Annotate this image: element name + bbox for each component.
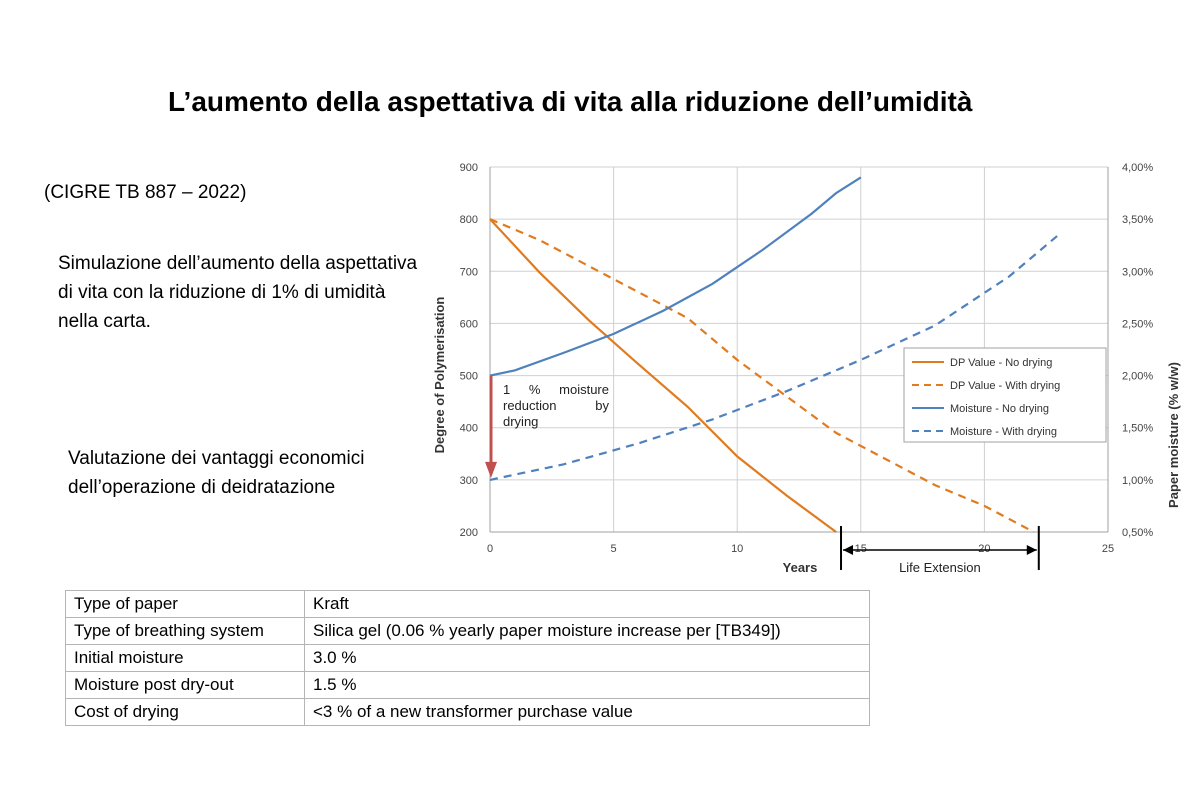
table-row: Type of paper Kraft [65,590,870,618]
table-cell-label: Initial moisture [65,644,305,672]
table-row: Cost of drying <3 % of a new transformer… [65,698,870,726]
life-extension-arrow-left [843,545,854,555]
y-tick-label: 900 [460,162,478,174]
series-line-1 [489,218,1035,533]
table-cell-value: <3 % of a new transformer purchase value [304,698,870,726]
arrow-head [485,461,497,478]
chart-legend: DP Value - No drying DP Value - With dryi… [903,347,1107,443]
y-tick-label: 800 [460,214,478,226]
legend-entry: DP Value - No drying [950,357,1052,369]
moisture-reduction-note: 1 % moisture reduction by drying [503,381,609,429]
table-cell-label: Moisture post dry-out [65,671,305,699]
simulation-description: Simulazione dell’aumento della aspettati… [58,253,418,332]
y2-tick-label: 0,50% [1122,527,1153,539]
table-row: Initial moisture 3.0 % [65,644,870,672]
x-tick-label: 15 [855,543,867,555]
y-tick-label: 400 [460,423,478,435]
y2-tick-label: 4,00% [1122,162,1153,174]
y-tick-label: 600 [460,318,478,330]
legend-entry: Moisture - With drying [950,426,1057,438]
table-row: Moisture post dry-out 1.5 % [65,671,870,699]
y-tick-label: 300 [460,475,478,487]
moisture-reduction-note-box: 1 % moisture reduction by drying [503,381,609,429]
table-cell-label: Type of paper [65,590,305,618]
table-cell-value: 1.5 % [304,671,870,699]
x-tick-label: 10 [731,543,743,555]
legend-box [903,347,1107,443]
x-tick-label: 5 [611,543,617,555]
valuation-description: Valutazione dei vantaggi economici dell’… [68,448,365,498]
y2-tick-label: 3,50% [1122,214,1153,226]
y2-tick-label: 2,50% [1122,318,1153,330]
legend-entry: Moisture - No drying [950,403,1049,415]
table-cell-label: Type of breathing system [65,617,305,645]
table-row: Type of breathing system Silica gel (0.06… [65,617,870,645]
life-extension-label: Life Extension [899,560,981,575]
table-cell-value: Silica gel (0.06 % yearly paper moisture… [304,617,870,645]
series-line-3 [489,233,1060,481]
y2-tick-label: 2,00% [1122,371,1153,383]
chart-annotations: 1 % moisture reduction by drying Life Ext… [485,375,1040,575]
chart-series [489,176,1060,533]
x-tick-label: 20 [978,543,990,555]
y2-tick-label: 3,00% [1122,266,1153,278]
legend-entry: DP Value - With drying [950,380,1060,392]
y2-tick-label: 1,00% [1122,475,1153,487]
source-reference: (CIGRE TB 887 – 2022) [44,182,247,203]
y2-axis-label: Paper moisture (% w/w) [1166,362,1181,508]
table-cell-label: Cost of drying [65,698,305,726]
series-line-0 [489,218,837,533]
y-tick-label: 200 [460,527,478,539]
y2-tick-label: 1,50% [1122,423,1153,435]
series-line-2 [489,176,862,377]
y-tick-label: 500 [460,371,478,383]
life-extension-arrow-right [1026,545,1037,555]
drying-parameters-table: Type of paper Kraft Type of breathing syst… [65,590,870,726]
dp-moisture-chart: 200 0,50%300 1,00%400 1,50%500 2,00%600 2,50%… [432,162,1181,575]
x-tick-label: 0 [487,543,493,555]
y-tick-label: 700 [460,266,478,278]
x-tick-label: 25 [1102,543,1114,555]
y-axis-label: Degree of Polymerisation [432,297,447,454]
table-cell-value: Kraft [304,590,870,618]
table-cell-value: 3.0 % [304,644,870,672]
slide-title: L’aumento della aspettativa di vita alla… [168,86,973,117]
chart-ticks: 200 0,50%300 1,00%400 1,50%500 2,00%600 2,50%… [460,162,1154,555]
x-axis-label: Years [783,560,818,575]
